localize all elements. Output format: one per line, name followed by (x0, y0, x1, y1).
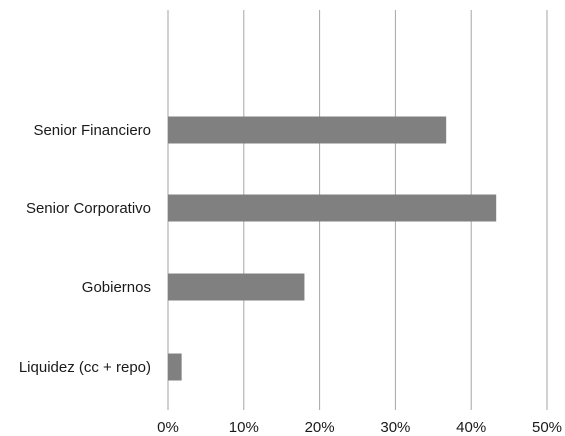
x-tick-label: 0% (157, 419, 179, 436)
category-label: Gobiernos (82, 279, 151, 296)
bar (168, 273, 305, 301)
bar (168, 194, 497, 222)
category-labels: Senior Financiero Senior Corporativo Gobie… (19, 122, 151, 376)
bar (168, 353, 182, 381)
x-tick-label: 20% (305, 419, 335, 436)
x-tick-label: 10% (229, 419, 259, 436)
category-label: Senior Financiero (33, 122, 151, 139)
bars (168, 116, 497, 381)
x-tick-label: 30% (380, 419, 410, 436)
x-tick-label: 50% (532, 419, 562, 436)
x-tick-label: 40% (456, 419, 486, 436)
bar (168, 116, 447, 144)
category-label: Liquidez (cc + repo) (19, 359, 151, 376)
category-label: Senior Corporativo (26, 200, 151, 217)
x-tick-labels: 0% 10% 20% 30% 40% 50% (157, 419, 562, 436)
